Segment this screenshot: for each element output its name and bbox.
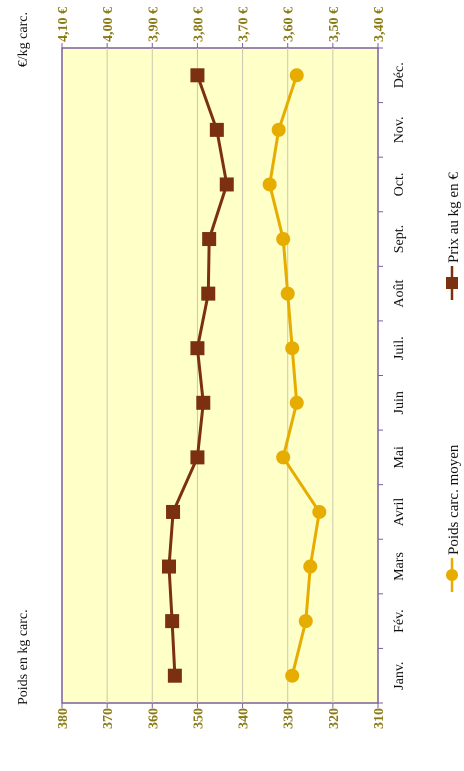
left-axis-tick-label: 340	[237, 708, 252, 729]
right-axis-tick-label: 3,60 €	[282, 7, 297, 42]
series-poids	[262, 68, 327, 683]
left-axis-tick-label: 330	[282, 708, 297, 729]
legend-marker-prix	[446, 277, 458, 289]
category-label: Mai	[392, 446, 407, 469]
category-label: Juil.	[392, 336, 407, 360]
data-point	[298, 614, 313, 629]
series-layer	[161, 68, 327, 683]
legend: Poids carc. moyen Prix au kg en €	[446, 172, 462, 592]
category-label: Déc.	[392, 62, 407, 88]
category-label: Janv.	[392, 662, 407, 690]
right-axis-title: €/kg carc.	[16, 12, 31, 67]
series-line	[268, 74, 321, 677]
legend-label-poids: Poids carc. moyen	[446, 444, 462, 555]
category-label: Août	[392, 280, 407, 308]
data-point	[289, 68, 304, 83]
data-point	[312, 504, 327, 519]
legend-item-prix: Prix au kg en €	[446, 172, 462, 300]
left-axis-tick-label: 310	[372, 708, 387, 729]
data-point	[166, 504, 181, 519]
data-point	[219, 177, 234, 192]
right-axis-tick-label: 3,80 €	[191, 7, 206, 42]
data-point	[289, 395, 304, 410]
category-label: Sept.	[392, 225, 407, 253]
right-axis-tick-label: 3,90 €	[146, 7, 161, 42]
data-point	[280, 286, 295, 301]
left-axis-tick-label: 360	[146, 708, 161, 729]
category-label: Fév.	[392, 609, 407, 633]
category-label: Mars	[392, 552, 407, 581]
grid-lines	[106, 48, 334, 703]
series-line	[167, 74, 229, 676]
tick-marks	[61, 43, 383, 708]
data-point	[303, 559, 318, 574]
left-axis-tick-label: 350	[191, 708, 206, 729]
data-point	[190, 450, 205, 465]
data-point	[285, 668, 300, 683]
data-point	[202, 232, 217, 247]
data-point	[190, 341, 205, 356]
data-point	[209, 122, 224, 137]
data-point	[161, 559, 176, 574]
data-point	[271, 122, 286, 137]
legend-marker-poids	[446, 569, 458, 581]
left-axis-tick-label: 380	[56, 708, 71, 729]
legend-item-poids: Poids carc. moyen	[446, 444, 462, 592]
left-axis-tick-label: 320	[327, 708, 342, 729]
data-point	[165, 614, 180, 629]
right-axis-tick-label: 3,50 €	[327, 7, 342, 42]
data-point	[167, 668, 182, 683]
plot-area	[61, 47, 379, 704]
data-point	[285, 341, 300, 356]
legend-label-prix: Prix au kg en €	[446, 172, 462, 263]
data-point	[190, 68, 205, 83]
right-axis-tick-label: 3,40 €	[372, 7, 387, 42]
data-point	[276, 450, 291, 465]
right-axis-tick-label: 4,00 €	[101, 7, 116, 42]
data-point	[276, 232, 291, 247]
left-axis-tick-labels: 380 370 360 350 340 330 320 310	[56, 708, 387, 729]
data-point	[262, 177, 277, 192]
data-point	[196, 395, 211, 410]
data-point	[201, 286, 216, 301]
category-label: Oct.	[392, 173, 407, 197]
category-label: Juin	[392, 391, 407, 414]
category-label: Nov.	[392, 117, 407, 144]
category-label: Avril	[392, 498, 407, 527]
left-axis-title: Poids en kg carc.	[16, 609, 31, 705]
left-axis-tick-label: 370	[101, 708, 116, 729]
right-axis-tick-label: 3,70 €	[237, 7, 252, 42]
right-axis-tick-labels: 4,10 € 4,00 € 3,90 € 3,80 € 3,70 € 3,60 € 3,50…	[56, 7, 387, 42]
right-axis-tick-label: 4,10 €	[56, 7, 71, 42]
series-prix	[161, 68, 234, 683]
category-labels: Janv. Fév. Mars Avril Mai Juin Juil. Août Sept. O…	[392, 62, 407, 690]
